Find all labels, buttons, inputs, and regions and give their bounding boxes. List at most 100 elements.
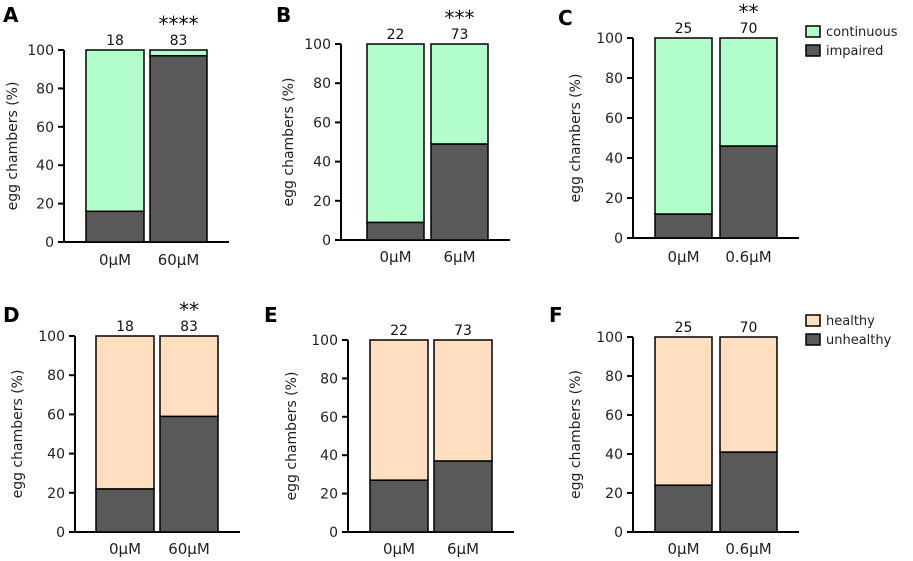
sample-size-label: 25 (675, 320, 693, 336)
bar-healthy (433, 339, 493, 462)
y-tick-label: 40 (605, 447, 623, 463)
panel-e: E 0 20 40 60 80 100 egg chambers (%) 22 0μM 73 6μM (264, 303, 514, 558)
panel-b: B 0 20 40 60 80 100 egg chambers (%) 22 0μM 73 6μM *… (276, 3, 510, 266)
panel-letter: C (558, 6, 573, 30)
y-tick-label: 60 (605, 111, 623, 127)
significance-stars: ** (739, 0, 759, 24)
y-tick-label: 40 (36, 158, 54, 174)
x-category-label: 0.6μM (725, 540, 771, 558)
y-axis-label: egg chambers (%) (10, 370, 26, 499)
x-category-label: 6μM (443, 248, 475, 266)
y-tick-label: 100 (38, 329, 65, 345)
y-tick-label: 60 (605, 408, 623, 424)
x-category-label: 0μM (667, 540, 699, 558)
y-tick-label: 80 (313, 76, 331, 92)
y-axis-label: egg chambers (%) (568, 370, 584, 499)
panel-letter: E (264, 303, 278, 327)
bar-impaired (366, 221, 425, 241)
sample-size-label: 18 (106, 33, 124, 49)
legend-2: healthy unhealthy (805, 314, 892, 348)
sample-size-label: 70 (740, 320, 758, 336)
y-tick-label: 40 (47, 447, 65, 463)
y-axis-label: egg chambers (%) (281, 78, 297, 207)
y-tick-label: 20 (605, 191, 623, 207)
y-tick-label: 100 (304, 37, 331, 53)
sample-size-label: 73 (454, 323, 472, 339)
bar-unhealthy (654, 484, 713, 533)
sample-size-label: 73 (451, 27, 469, 43)
bar-impaired (85, 210, 145, 243)
panel-d: D 0 20 40 60 80 100 egg chambers (%) 18 0μM 83 60μM… (3, 298, 240, 558)
y-tick-label: 60 (47, 407, 65, 423)
bar-healthy (719, 336, 778, 453)
significance-stars: **** (159, 12, 199, 36)
bar-unhealthy (159, 415, 219, 533)
y-tick-label: 100 (311, 333, 338, 349)
y-axis-label: egg chambers (%) (284, 372, 300, 501)
x-category-label: 0μM (99, 251, 131, 269)
legend-swatch-continuous (805, 25, 821, 38)
panel-letter: F (549, 303, 563, 327)
y-tick-label: 100 (27, 43, 54, 59)
sample-size-label: 83 (180, 319, 198, 335)
x-category-label: 60μM (158, 251, 200, 269)
sample-size-label: 22 (390, 323, 408, 339)
legend-label: continuous (826, 25, 898, 40)
y-tick-label: 20 (36, 197, 54, 213)
x-category-label: 0μM (383, 540, 415, 558)
bar-healthy (95, 335, 155, 490)
legend-label: impaired (826, 44, 883, 59)
sample-size-label: 83 (170, 33, 188, 49)
y-tick-label: 0 (614, 231, 623, 247)
sample-size-label: 22 (387, 27, 405, 43)
bar-continuous (85, 49, 145, 213)
bar-continuous (149, 49, 208, 57)
y-tick-label: 20 (605, 486, 623, 502)
y-tick-label: 0 (56, 525, 65, 541)
legend-label: healthy (826, 314, 875, 329)
y-tick-label: 80 (605, 369, 623, 385)
y-tick-label: 80 (36, 81, 54, 97)
y-axis-label: egg chambers (%) (5, 82, 21, 211)
y-tick-label: 0 (614, 525, 623, 541)
legend-label: unhealthy (826, 333, 892, 348)
significance-stars: *** (445, 6, 475, 30)
legend-swatch-healthy (805, 314, 821, 327)
y-tick-label: 20 (320, 487, 338, 503)
panel-letter: A (3, 3, 19, 27)
y-tick-label: 20 (47, 486, 65, 502)
bar-impaired (719, 145, 778, 239)
y-tick-label: 0 (45, 235, 54, 251)
sample-size-label: 18 (116, 319, 134, 335)
y-tick-label: 40 (605, 151, 623, 167)
y-tick-label: 60 (313, 115, 331, 131)
y-tick-label: 60 (36, 120, 54, 136)
y-tick-label: 100 (596, 330, 623, 346)
x-category-label: 0μM (109, 540, 141, 558)
bar-unhealthy (95, 488, 155, 533)
bar-healthy (369, 339, 429, 481)
bar-impaired (149, 55, 208, 243)
bar-unhealthy (433, 460, 493, 533)
x-category-label: 0.6μM (725, 248, 771, 266)
bar-healthy (654, 336, 713, 486)
legend-swatch-unhealthy (805, 333, 821, 346)
panel-c: C 0 20 40 60 80 100 egg chambers (%) 25 0μM 70 0.6μ… (558, 0, 799, 266)
sample-size-label: 70 (740, 21, 758, 37)
x-category-label: 60μM (168, 540, 210, 558)
bar-healthy (159, 335, 219, 418)
panel-a: A 0 20 40 60 80 100 egg chambers (%) 18 0μM 83 60μM… (3, 3, 229, 269)
bar-continuous (366, 43, 425, 224)
panel-letter: B (276, 3, 291, 27)
sample-size-label: 25 (675, 21, 693, 37)
y-tick-label: 20 (313, 194, 331, 210)
bar-impaired (654, 213, 713, 239)
y-tick-label: 60 (320, 410, 338, 426)
bar-unhealthy (369, 479, 429, 533)
y-tick-label: 100 (596, 31, 623, 47)
x-category-label: 0μM (667, 248, 699, 266)
bar-continuous (654, 37, 713, 215)
bar-unhealthy (719, 451, 778, 533)
y-tick-label: 80 (605, 71, 623, 87)
bar-impaired (430, 143, 489, 241)
